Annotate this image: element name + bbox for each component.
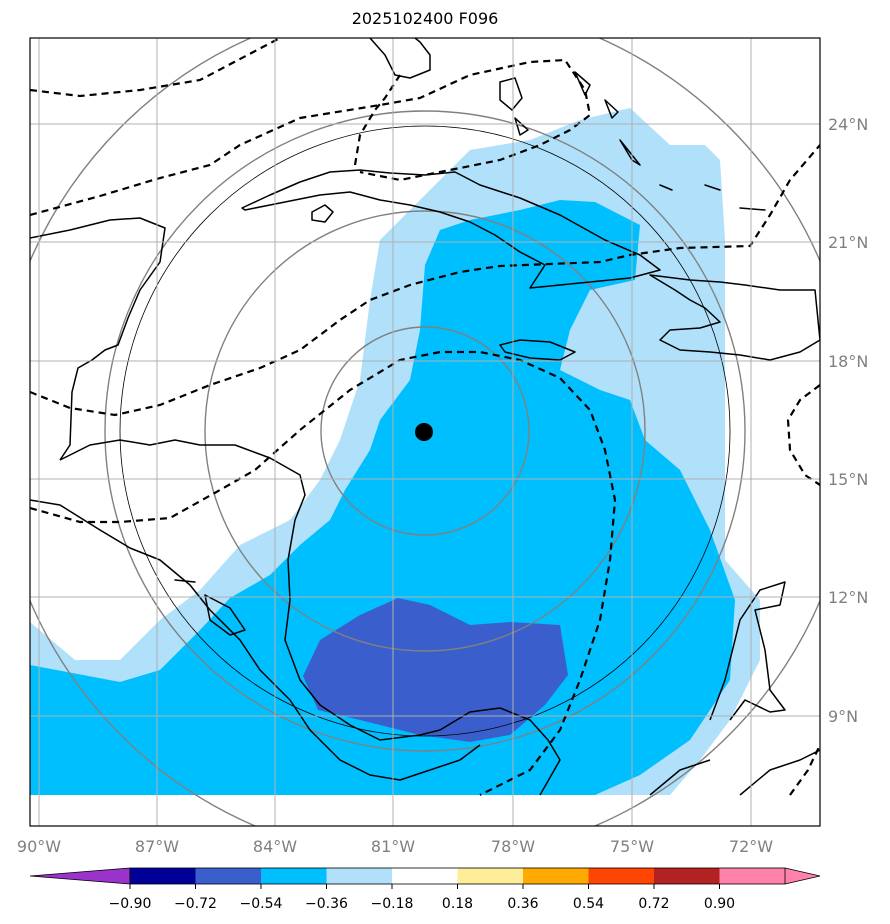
coast-bay-islands: [174, 579, 196, 583]
lat-label: 12°N: [828, 588, 868, 607]
lat-label: 18°N: [828, 352, 868, 371]
coast-south-america: [709, 581, 786, 721]
coast-cuba: [241, 169, 661, 289]
lat-label: 9°N: [828, 707, 858, 726]
coast-pacific: [30, 499, 481, 781]
coast-isle-youth: [311, 204, 334, 223]
colorbar-extend-low: [29, 867, 131, 885]
lon-label: 87°W: [135, 837, 179, 856]
contour-2: [30, 58, 592, 217]
contour-6: [786, 384, 820, 486]
range-rings: [30, 38, 820, 826]
coastlines: [30, 38, 820, 796]
colorbar-swatch: [195, 868, 261, 884]
contour-7: [789, 744, 820, 796]
colorbar-swatch: [392, 868, 458, 884]
coast-bahamas-4: [604, 99, 619, 119]
contour-3: [353, 74, 401, 166]
lon-label: 84°W: [253, 837, 297, 856]
lat-label: 24°N: [828, 115, 868, 134]
coast-yucatan: [30, 217, 166, 461]
lat-label: 15°N: [828, 470, 868, 489]
coast-bahamas-7: [704, 184, 721, 191]
lat-label: 21°N: [828, 233, 868, 252]
coast-colombia: [739, 749, 820, 796]
anomaly-fill-darkblue: [303, 598, 568, 742]
storm-center-marker: [415, 423, 433, 441]
colorbar-label: 0.36: [507, 896, 538, 912]
colorbar-extend-high: [719, 868, 820, 884]
coast-florida: [369, 38, 431, 79]
colorbar-swatch: [523, 868, 589, 884]
map-frame: [29, 37, 821, 827]
colorbar-label: −0.18: [371, 896, 414, 912]
lon-labels: 90°W 87°W 84°W 81°W 78°W 75°W 72°W: [17, 837, 773, 856]
colorbar-swatch: [457, 868, 523, 884]
thin-ring: [119, 125, 731, 737]
colorbar-swatch: [130, 868, 196, 884]
colorbar-label: −0.36: [305, 896, 348, 912]
contour-5: [30, 350, 617, 796]
lon-label: 72°W: [729, 837, 773, 856]
lon-label: 78°W: [491, 837, 535, 856]
colorbar-label: 0.54: [573, 896, 604, 912]
colorbar-label: −0.54: [240, 896, 283, 912]
colorbar-swatch: [588, 868, 654, 884]
coast-central-america: [59, 439, 561, 796]
coast-bahamas-6: [659, 184, 673, 191]
colorbar-label: −0.72: [174, 896, 217, 912]
coast-turks: [739, 207, 766, 211]
coast-jamaica: [499, 339, 576, 361]
coast-lake-nicaragua: [204, 594, 246, 636]
colorbar-swatch: [261, 868, 327, 884]
colorbar-label: 0.90: [704, 896, 735, 912]
lon-label: 81°W: [371, 837, 415, 856]
gridlines: [30, 38, 820, 826]
coast-panama-east: [649, 759, 711, 796]
contour-4: [30, 144, 820, 417]
colorbar: −0.90 −0.72 −0.54 −0.36 −0.18 0.18 0.36 …: [29, 867, 821, 912]
lon-label: 75°W: [610, 837, 654, 856]
lon-label: 90°W: [17, 837, 61, 856]
coast-bahamas-5: [619, 139, 641, 166]
map-content: [30, 38, 820, 826]
lat-labels: 24°N 21°N 18°N 15°N 12°N 9°N: [828, 115, 868, 726]
colorbar-label: 0.72: [638, 896, 669, 912]
colorbar-swatch: [654, 868, 720, 884]
colorbar-label: −0.90: [109, 896, 152, 912]
contour-1: [30, 38, 281, 98]
contours: [30, 38, 820, 796]
colorbar-swatch: [326, 868, 392, 884]
colorbar-label: 0.18: [442, 896, 473, 912]
map-title: 2025102400 F096: [351, 9, 499, 28]
